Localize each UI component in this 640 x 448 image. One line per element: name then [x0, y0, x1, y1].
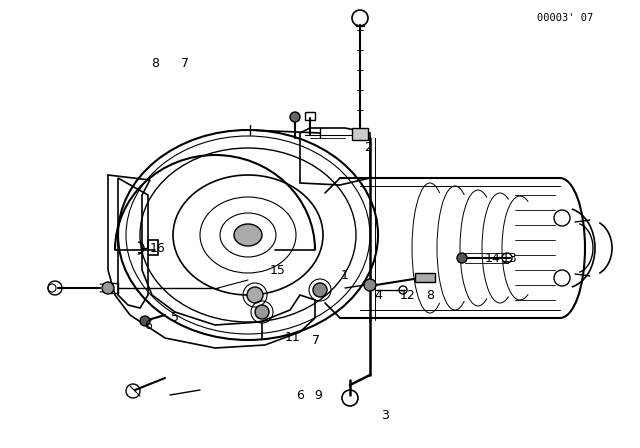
- Text: 3: 3: [381, 409, 389, 422]
- Circle shape: [247, 287, 263, 303]
- Text: 00003' 07: 00003' 07: [537, 13, 593, 23]
- Text: 6: 6: [296, 388, 304, 401]
- Circle shape: [364, 279, 376, 291]
- Text: 2: 2: [364, 141, 372, 154]
- Circle shape: [255, 305, 269, 319]
- Text: 12: 12: [400, 289, 416, 302]
- Bar: [352, 128, 368, 140]
- Circle shape: [290, 112, 300, 122]
- Text: 7: 7: [181, 56, 189, 69]
- Text: 7: 7: [312, 333, 320, 346]
- Circle shape: [102, 282, 114, 294]
- Bar: [415, 273, 435, 282]
- Text: 4: 4: [374, 289, 382, 302]
- Text: 11: 11: [285, 331, 301, 344]
- Ellipse shape: [234, 224, 262, 246]
- Text: 15: 15: [270, 263, 286, 276]
- Bar: [305, 112, 315, 120]
- Circle shape: [313, 283, 327, 297]
- Text: 5: 5: [171, 310, 179, 323]
- Text: 1: 1: [341, 268, 349, 281]
- Text: 13: 13: [502, 251, 518, 264]
- Text: 16: 16: [150, 241, 166, 254]
- Text: 6: 6: [144, 319, 152, 332]
- Circle shape: [140, 316, 150, 326]
- Text: 9: 9: [314, 388, 322, 401]
- Text: 8: 8: [426, 289, 434, 302]
- Text: 14: 14: [485, 251, 501, 264]
- Circle shape: [457, 253, 467, 263]
- Text: 8: 8: [151, 56, 159, 69]
